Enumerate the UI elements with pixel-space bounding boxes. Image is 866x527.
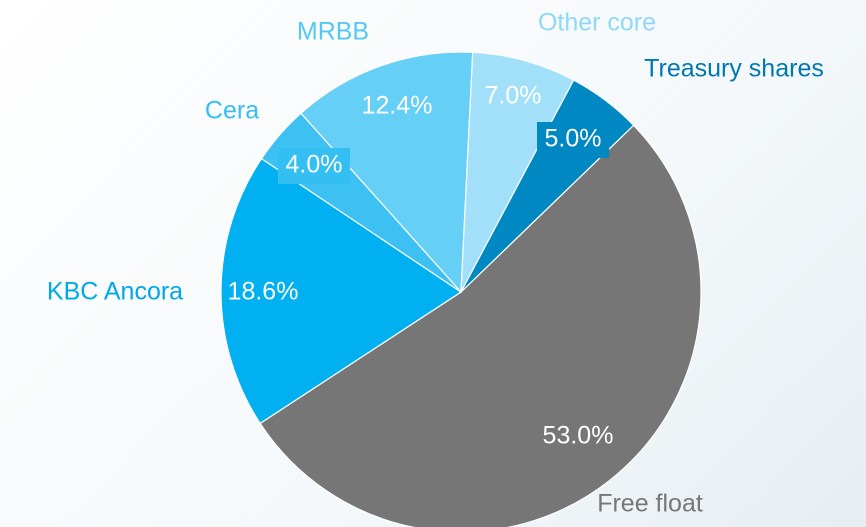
data-label: 4.0% [286,151,343,179]
label-box [278,148,350,184]
pie-slice [259,124,702,527]
category-label: Free float [597,490,703,518]
category-label: Cera [205,97,259,125]
data-label: 5.0% [545,125,602,153]
label-box [537,122,609,158]
category-label: MRBB [297,18,369,46]
data-label: 18.6% [228,278,299,306]
data-label: 12.4% [362,92,433,120]
data-label: 7.0% [485,82,542,110]
pie-slice [300,51,474,294]
category-label: KBC Ancora [47,278,183,306]
category-label: Other core [538,9,656,37]
data-label: 53.0% [543,422,614,450]
pie-slice [220,157,463,425]
category-label: Treasury shares [644,55,824,83]
pie-slice [460,51,575,293]
